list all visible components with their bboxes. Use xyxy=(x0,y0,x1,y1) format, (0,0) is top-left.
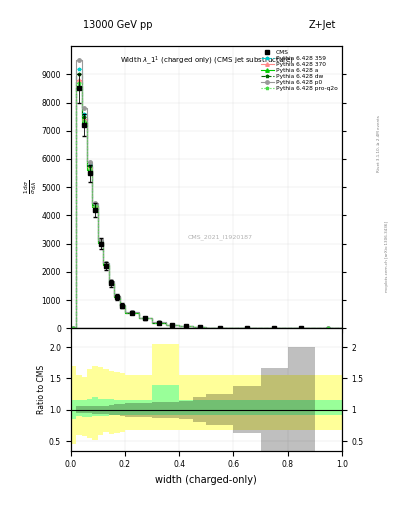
Legend: CMS, Pythia 6.428 359, Pythia 6.428 370, Pythia 6.428 a, Pythia 6.428 dw, Pythia: CMS, Pythia 6.428 359, Pythia 6.428 370,… xyxy=(260,49,339,92)
Text: mcplots.cern.ch [arXiv:1306.3436]: mcplots.cern.ch [arXiv:1306.3436] xyxy=(385,221,389,291)
Text: Width $\lambda\_1^1$ (charged only) (CMS jet substructure): Width $\lambda\_1^1$ (charged only) (CMS… xyxy=(119,55,294,68)
Text: 13000 GeV pp: 13000 GeV pp xyxy=(83,20,152,30)
Text: CMS_2021_I1920187: CMS_2021_I1920187 xyxy=(187,234,252,240)
Text: Z+Jet: Z+Jet xyxy=(309,20,336,30)
Text: Rivet 3.1.10, ≥ 2.4M events: Rivet 3.1.10, ≥ 2.4M events xyxy=(377,115,381,172)
X-axis label: width (charged-only): width (charged-only) xyxy=(156,475,257,485)
Y-axis label: $\frac{1}{\sigma}\frac{\mathrm{d}\sigma}{\mathrm{d}\lambda}$: $\frac{1}{\sigma}\frac{\mathrm{d}\sigma}… xyxy=(22,180,39,195)
Y-axis label: Ratio to CMS: Ratio to CMS xyxy=(37,365,46,414)
